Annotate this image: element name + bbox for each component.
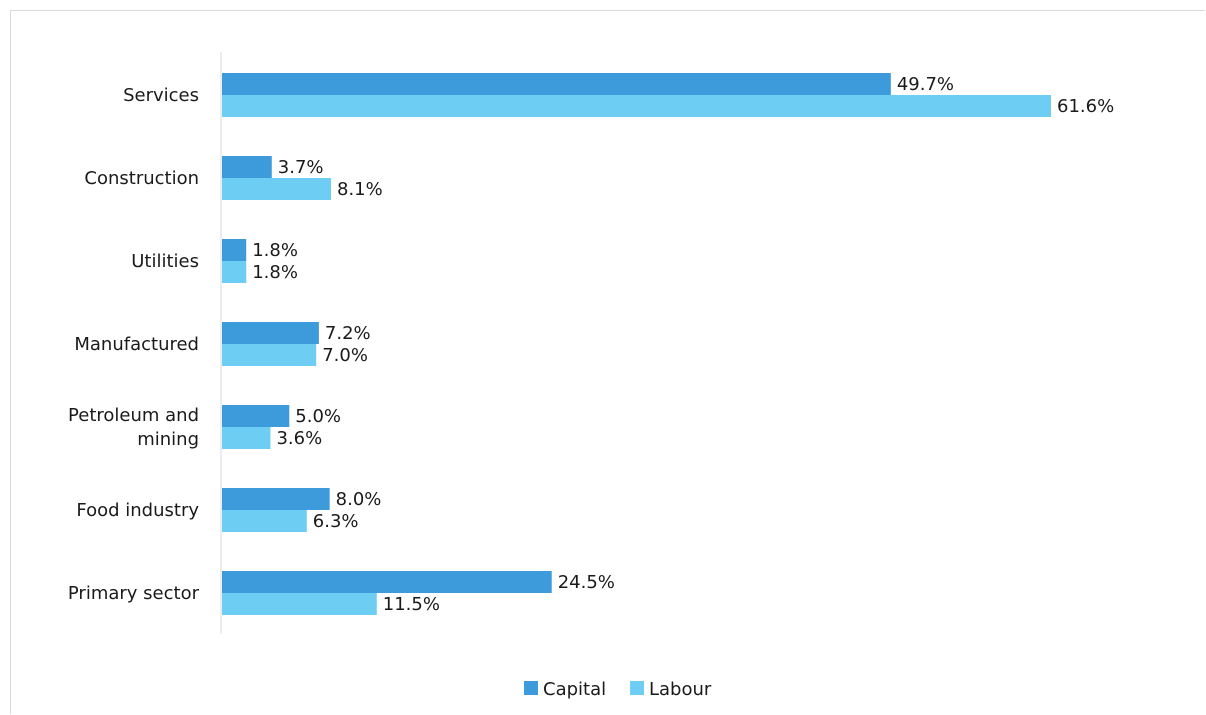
value-label-capital-utilities: 1.8% [252, 240, 298, 261]
bar-labour-services [222, 95, 1051, 117]
legend-label-labour: Labour [649, 679, 712, 700]
bar-capital-construction [222, 156, 272, 178]
category-label-primary-sector: Primary sector [68, 583, 200, 604]
category-labels: Services Construction Utilities Manufacture… [68, 85, 200, 604]
bar-labour-petroleum-and-mining [222, 427, 271, 449]
legend-swatch-labour [630, 681, 644, 695]
bar-capital-primary-sector [222, 571, 552, 593]
chart-frame [10, 10, 1205, 714]
bars-group [222, 73, 1051, 615]
value-label-labour-manufactured: 7.0% [322, 345, 368, 366]
bar-capital-utilities [222, 239, 247, 261]
value-label-capital-services: 49.7% [897, 74, 954, 95]
category-label-manufactured: Manufactured [74, 334, 199, 355]
legend-swatch-capital [524, 681, 538, 695]
value-label-capital-manufactured: 7.2% [325, 323, 371, 344]
category-label-services: Services [123, 85, 199, 106]
value-labels: 49.7% 61.6% 3.7% 8.1% 1.8%1.8% 7.2%7.0% 5.0%3.… [252, 74, 1114, 615]
category-label-utilities: Utilities [131, 251, 199, 272]
bar-labour-construction [222, 178, 332, 200]
bar-capital-manufactured [222, 322, 319, 344]
category-label-petroleum-and-mining-line-2: mining [137, 429, 199, 450]
value-label-capital-primary-sector: 24.5% [558, 572, 615, 593]
bar-labour-utilities [222, 261, 247, 283]
category-label-food-industry: Food industry [76, 500, 199, 521]
category-label-construction: Construction [84, 168, 199, 189]
value-label-capital-petroleum-and-mining: 5.0% [295, 406, 341, 427]
bar-labour-manufactured [222, 344, 317, 366]
legend-label-capital: Capital [543, 679, 606, 700]
value-label-capital-food-industry: 8.0% [336, 489, 382, 510]
bar-capital-petroleum-and-mining [222, 405, 290, 427]
category-label-petroleum-and-mining-line-1: Petroleum and [68, 405, 199, 426]
value-label-labour-construction: 8.1% [337, 179, 383, 200]
value-label-labour-utilities: 1.8% [252, 262, 298, 283]
value-label-labour-services: 61.6% [1057, 96, 1114, 117]
value-label-labour-food-industry: 6.3% [313, 511, 359, 532]
value-label-capital-construction: 3.7% [278, 157, 324, 178]
bar-labour-primary-sector [222, 593, 377, 615]
legend: Capital Labour [524, 679, 712, 700]
value-label-labour-primary-sector: 11.5% [383, 594, 440, 615]
value-label-labour-petroleum-and-mining: 3.6% [276, 428, 322, 449]
bar-labour-food-industry [222, 510, 307, 532]
bar-capital-services [222, 73, 891, 95]
bar-capital-food-industry [222, 488, 330, 510]
